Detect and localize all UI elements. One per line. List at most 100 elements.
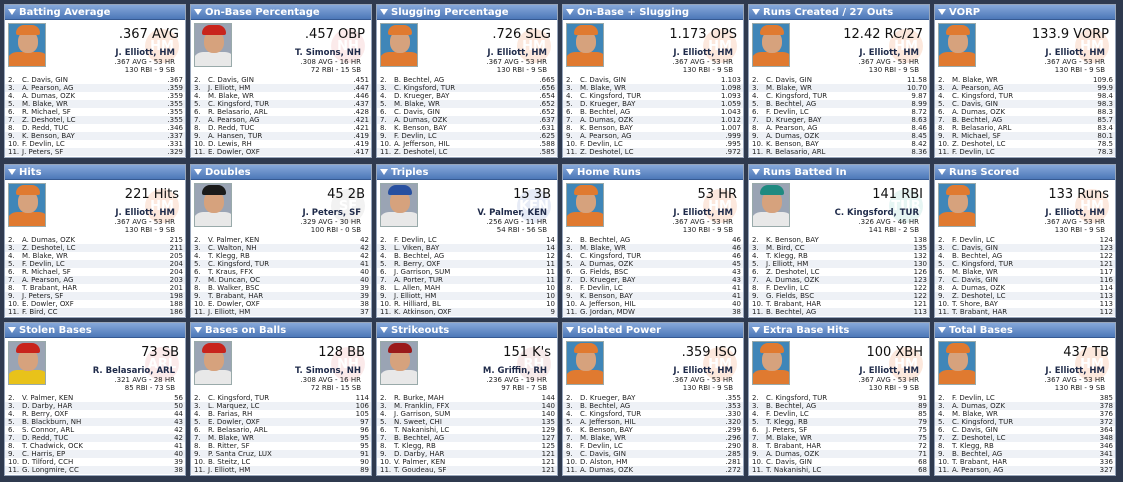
leader-card[interactable]: Hits HM 221 Hits J. Elliott, HM .367 AVG - 5… [4,164,186,318]
player-name[interactable]: F. Devlin, LC [394,132,437,140]
leader-row[interactable]: 3. C. Walton, NH 42 [191,244,371,252]
player-name[interactable]: B. Farias, RH [208,410,253,418]
collapse-triangle-icon[interactable] [194,327,202,333]
player-name[interactable]: C. Kingsford, TUR [952,418,1014,426]
leader-row[interactable]: 9. R. Michael, SF 80.1 [935,132,1115,140]
player-name[interactable]: M. Duncan, OC [208,276,261,284]
leader-row[interactable]: 8. A. Pearson, AG 8.46 [749,124,929,132]
leader-row[interactable]: 2. F. Devlin, LC 124 [935,236,1115,244]
player-name[interactable]: F. Bird, CC [22,308,58,316]
leader-row[interactable]: 10. B. Steitz, LC 90 [191,458,371,466]
leader-row[interactable]: 4. M. Blake, WR .446 [191,92,371,100]
player-name[interactable]: C. Kingsford, TUR [208,260,270,268]
leader-row[interactable]: 8. D. Redd, TUC .346 [5,124,185,132]
leader-row[interactable]: 9. J. Elliott, HM 10 [377,292,557,300]
card-header[interactable]: Slugging Percentage [377,5,557,20]
player-name[interactable]: Z. Deshotel, LC [580,148,634,156]
card-header[interactable]: Runs Batted In [749,165,929,180]
leader-row[interactable]: 6. R. Belasario, ARL 96 [191,426,371,434]
player-name[interactable]: D. Krueger, BAY [580,276,636,284]
leader-row[interactable]: 2. C. Davis, GIN 11.58 [749,76,929,84]
player-name[interactable]: A. Dumas, OZK [766,450,820,458]
card-header[interactable]: Doubles [191,165,371,180]
player-name[interactable]: C. Kingsford, TUR [580,410,642,418]
leader-row[interactable]: 8. T. Brabant, HAR 201 [5,284,185,292]
player-name[interactable]: J. Elliott, HM [766,260,809,268]
leader-row[interactable]: 11. T. Brabant, HAR 112 [935,308,1115,316]
player-name[interactable]: B. Bechtel, AG [952,252,1003,260]
player-name[interactable]: F. Devlin, LC [580,284,623,292]
card-header[interactable]: Isolated Power [563,323,743,338]
leader-row[interactable]: 4. A. Dumas, OZK .359 [5,92,185,100]
player-photo[interactable] [938,183,976,227]
player-name[interactable]: Z. Deshotel, LC [22,244,76,252]
leader-name[interactable]: J. Elliott, HM [115,208,175,218]
leader-card[interactable]: Batting Average HM .367 AVG J. Elliott, HM.… [4,4,186,158]
player-name[interactable]: R. Belasario, ARL [208,426,268,434]
leader-row[interactable]: 6. Z. Deshotel, LC 126 [749,268,929,276]
player-name[interactable]: A. Dumas, OZK [766,132,820,140]
leader-row[interactable]: 5. J. Elliott, HM 130 [749,260,929,268]
player-photo[interactable] [194,183,232,227]
leader-row[interactable]: 6. G. Fields, BSC 43 [563,268,743,276]
player-name[interactable]: C. Davis, GIN [580,450,626,458]
leader-row[interactable]: 11. R. Belasario, ARL 8.36 [749,148,929,156]
player-name[interactable]: P. Santa Cruz, LUX [208,450,272,458]
leader-row[interactable]: 10. Z. Deshotel, LC 78.5 [935,140,1115,148]
player-name[interactable]: K. Benson, BAY [766,236,819,244]
player-photo[interactable] [938,341,976,385]
leader-row[interactable]: 7. Z. Deshotel, LC 348 [935,434,1115,442]
player-name[interactable]: K. Benson, BAY [580,292,633,300]
player-name[interactable]: C. Kingsford, TUR [208,394,270,402]
player-name[interactable]: F. Devlin, LC [766,284,809,292]
player-name[interactable]: Z. Deshotel, LC [952,292,1006,300]
player-name[interactable]: F. Devlin, LC [766,108,809,116]
player-name[interactable]: C. Davis, GIN [394,108,440,116]
leader-row[interactable]: 9. Z. Deshotel, LC 113 [935,292,1115,300]
player-name[interactable]: V. Palmer, KEN [208,236,260,244]
leader-row[interactable]: 9. B. Bechtel, AG 341 [935,450,1115,458]
leader-card[interactable]: Runs Created / 27 Outs HM 12.42 RC/27 J. El… [748,4,930,158]
leader-row[interactable]: 10. D. Tilford, CCH 39 [5,458,185,466]
leader-row[interactable]: 8. B. Ritter, SF 95 [191,442,371,450]
leader-row[interactable]: 8. B. Walker, BSC 39 [191,284,371,292]
leader-row[interactable]: 9. J. Peters, SF 198 [5,292,185,300]
player-name[interactable]: E. Dowler, OXF [22,300,74,308]
card-header[interactable]: Extra Base Hits [749,323,929,338]
player-name[interactable]: D. Lewis, RH [208,140,252,148]
player-photo[interactable] [380,23,418,67]
player-name[interactable]: D. Alston, HM [580,458,628,466]
player-name[interactable]: M. Blake, WR [208,92,254,100]
leader-row[interactable]: 10. E. Dowler, OXF 38 [191,300,371,308]
leader-row[interactable]: 3. A. Dumas, OZK 378 [935,402,1115,410]
leader-name[interactable]: J. Elliott, HM [859,48,919,58]
player-name[interactable]: V. Palmer, KEN [394,458,446,466]
leader-row[interactable]: 2. C. Davis, GIN .451 [191,76,371,84]
leader-row[interactable]: 11. Z. Deshotel, LC .585 [377,148,557,156]
collapse-triangle-icon[interactable] [194,169,202,175]
leader-row[interactable]: 10. A. Jefferson, HIL 40 [563,300,743,308]
leader-row[interactable]: 10. F. Devlin, LC .995 [563,140,743,148]
player-name[interactable]: G. Longmire, CC [22,466,79,474]
player-name[interactable]: F. Devlin, LC [580,442,623,450]
leader-row[interactable]: 4. T. Klegg, RB 132 [749,252,929,260]
leader-row[interactable]: 2. D. Krueger, BAY .355 [563,394,743,402]
card-header[interactable]: Home Runs [563,165,743,180]
player-photo[interactable] [752,23,790,67]
player-name[interactable]: T. Klegg, RB [766,252,808,260]
player-name[interactable]: D. Tilford, CCH [22,458,74,466]
player-name[interactable]: A. Pearson, AG [952,466,1004,474]
leader-row[interactable]: 2. V. Palmer, KEN 56 [5,394,185,402]
player-name[interactable]: L. Viken, BAY [394,244,440,252]
player-name[interactable]: C. Kingsford, TUR [766,394,828,402]
leader-row[interactable]: 11. K. Atkinson, OXF 9 [377,308,557,316]
player-name[interactable]: J. Elliott, HM [208,84,251,92]
player-name[interactable]: C. Kingsford, TUR [580,92,642,100]
player-name[interactable]: C. Kingsford, TUR [580,252,642,260]
player-name[interactable]: R. Burke, MAH [394,394,444,402]
leader-row[interactable]: 5. C. Kingsford, TUR 41 [191,260,371,268]
leader-name[interactable]: J. Elliott, HM [1045,208,1105,218]
leader-card[interactable]: Home Runs HM 53 HR J. Elliott, HM .367 AVG -… [562,164,744,318]
player-photo[interactable] [566,341,604,385]
leader-row[interactable]: 3. A. Pearson, AG .359 [5,84,185,92]
